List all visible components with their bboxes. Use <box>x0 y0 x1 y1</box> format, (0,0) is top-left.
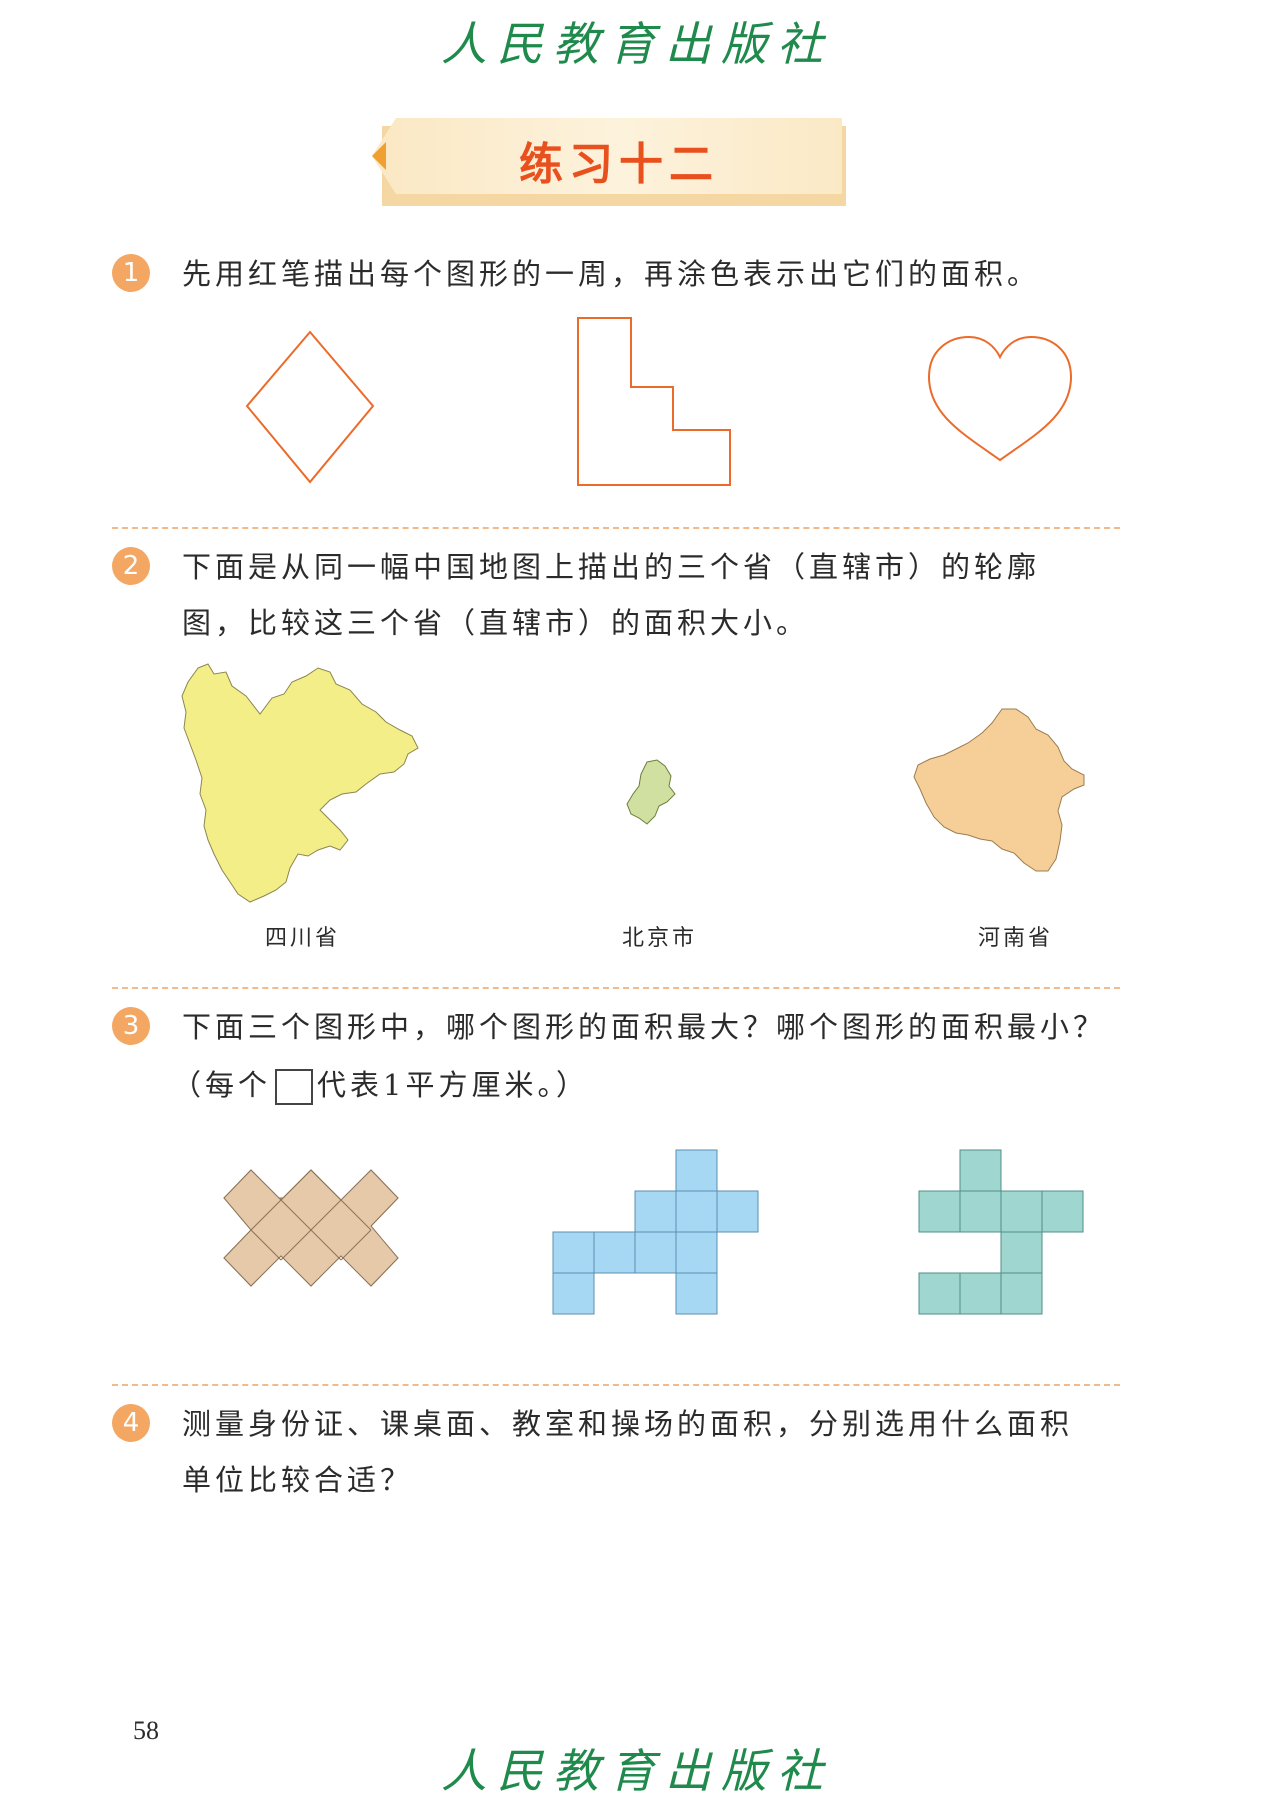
question-2-line1: 下面是从同一幅中国地图上描出的三个省（直辖市）的轮廓 <box>182 550 1041 584</box>
question-3-line1: 下面三个图形中，哪个图形的面积最大？哪个图形的面积最小？ <box>182 1010 1107 1044</box>
publisher-footer: 人民教育出版社 <box>441 1744 833 1798</box>
diamond-shape <box>245 330 375 484</box>
question-1-text: 先用红笔描出每个图形的一周，再涂色表示出它们的面积。 <box>182 257 1041 291</box>
shape-b-grid <box>552 1149 759 1315</box>
question-4-line1: 测量身份证、课桌面、教室和操场的面积，分别选用什么面积 <box>182 1407 1074 1441</box>
heart-shape <box>927 335 1073 462</box>
question-3-line2-after: 代表1平方厘米。） <box>317 1068 589 1102</box>
shape-c-grid <box>918 1149 1084 1315</box>
map-label-henan: 河南省 <box>978 926 1054 951</box>
question-2-line2: 图，比较这三个省（直辖市）的面积大小。 <box>182 606 810 640</box>
divider-3 <box>112 1384 1120 1386</box>
divider-1 <box>112 527 1120 529</box>
publisher-header: 人民教育出版社 <box>441 17 833 71</box>
map-label-beijing: 北京市 <box>622 926 698 951</box>
title-banner: 练习十二 <box>372 118 846 206</box>
henan-map <box>913 708 1085 872</box>
divider-2 <box>112 987 1120 989</box>
unit-square-icon <box>275 1069 314 1105</box>
beijing-map <box>626 759 676 825</box>
question-3-line2: （每个 代表1平方厘米。） <box>172 1058 589 1112</box>
l-step-shape <box>577 317 731 486</box>
question-3-number: 3 <box>112 1007 150 1045</box>
sichuan-map <box>181 663 419 903</box>
shape-a-diagonal <box>223 1169 399 1287</box>
question-4-line2: 单位比较合适？ <box>182 1463 414 1497</box>
question-2-number: 2 <box>112 547 150 585</box>
page-number: 58 <box>133 1716 159 1745</box>
map-label-sichuan: 四川省 <box>265 926 341 951</box>
question-1-number: 1 <box>112 254 150 292</box>
question-3-line2-before: （每个 <box>172 1068 272 1102</box>
question-4-number: 4 <box>112 1404 150 1442</box>
page-title: 练习十二 <box>519 139 719 190</box>
